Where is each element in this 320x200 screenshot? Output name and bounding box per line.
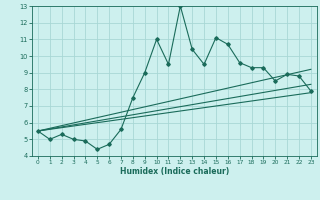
X-axis label: Humidex (Indice chaleur): Humidex (Indice chaleur) xyxy=(120,167,229,176)
